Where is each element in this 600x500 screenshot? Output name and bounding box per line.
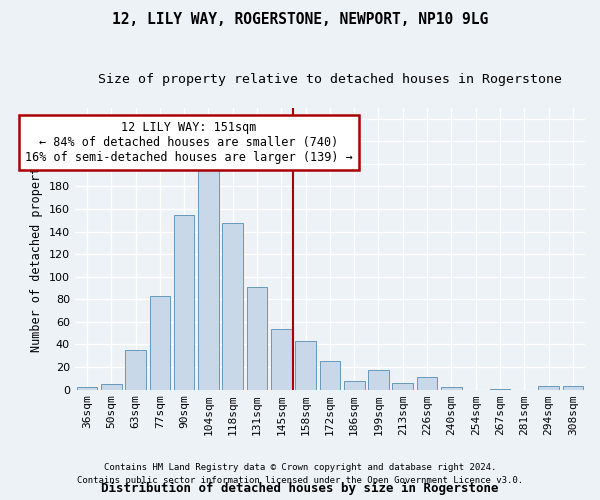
Bar xyxy=(125,350,146,390)
Text: Distribution of detached houses by size in Rogerstone: Distribution of detached houses by size … xyxy=(101,482,499,495)
Bar xyxy=(198,164,219,390)
Bar xyxy=(490,388,510,390)
Bar xyxy=(344,380,365,390)
Title: Size of property relative to detached houses in Rogerstone: Size of property relative to detached ho… xyxy=(98,72,562,86)
Text: Contains public sector information licensed under the Open Government Licence v3: Contains public sector information licen… xyxy=(77,476,523,485)
Bar xyxy=(417,377,437,390)
Text: Contains HM Land Registry data © Crown copyright and database right 2024.: Contains HM Land Registry data © Crown c… xyxy=(104,464,496,472)
Bar xyxy=(392,383,413,390)
Bar xyxy=(271,328,292,390)
Bar xyxy=(295,341,316,390)
Bar xyxy=(77,388,97,390)
Bar xyxy=(247,287,268,390)
Bar xyxy=(563,386,583,390)
Text: 12 LILY WAY: 151sqm
← 84% of detached houses are smaller (740)
16% of semi-detac: 12 LILY WAY: 151sqm ← 84% of detached ho… xyxy=(25,121,353,164)
Bar xyxy=(174,214,194,390)
Bar xyxy=(149,296,170,390)
Bar xyxy=(538,386,559,390)
Text: 12, LILY WAY, ROGERSTONE, NEWPORT, NP10 9LG: 12, LILY WAY, ROGERSTONE, NEWPORT, NP10 … xyxy=(112,12,488,28)
Bar xyxy=(368,370,389,390)
Y-axis label: Number of detached properties: Number of detached properties xyxy=(30,146,43,352)
Bar xyxy=(441,388,462,390)
Bar xyxy=(320,362,340,390)
Bar xyxy=(101,384,122,390)
Bar xyxy=(223,222,243,390)
